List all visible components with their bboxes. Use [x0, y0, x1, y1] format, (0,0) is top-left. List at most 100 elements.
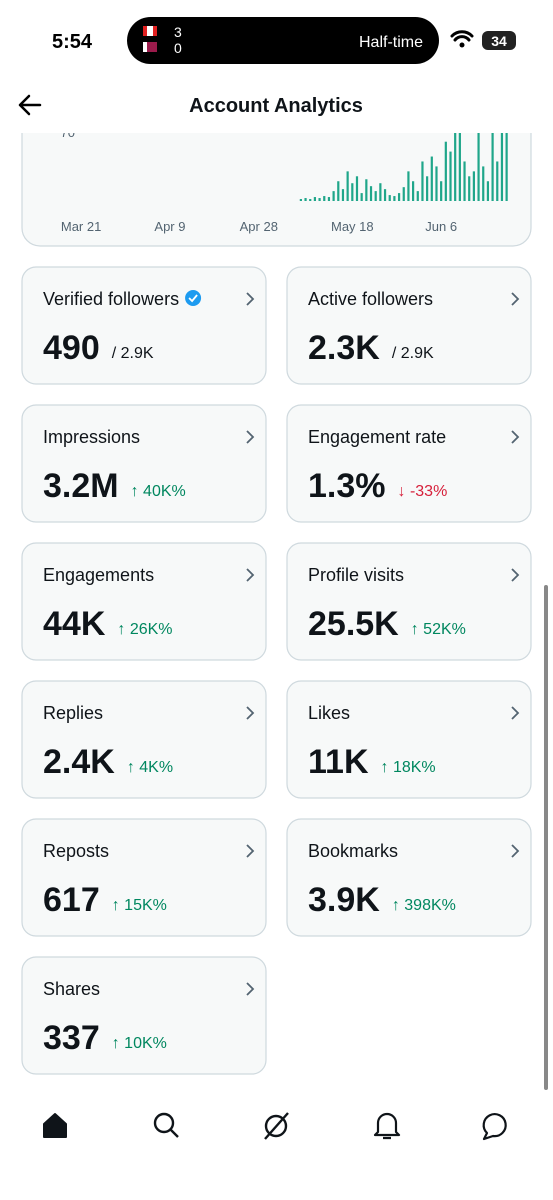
score-top: 3 — [174, 24, 182, 40]
live-activity — [127, 17, 439, 64]
bar — [393, 196, 396, 201]
metric-label: Bookmarks — [308, 841, 398, 861]
x-tick-label: Jun 6 — [425, 219, 457, 234]
chevron — [511, 292, 520, 306]
chevron — [246, 568, 255, 582]
bar — [449, 151, 452, 201]
back-button[interactable] — [18, 94, 42, 116]
bar — [402, 187, 405, 201]
score-bottom: 0 — [174, 40, 182, 56]
metric-value: 490 — [43, 329, 100, 367]
bar — [360, 193, 363, 201]
bar — [421, 161, 424, 201]
chevron — [246, 844, 255, 858]
metric-card[interactable] — [286, 818, 532, 937]
nav-search-handle — [170, 1129, 179, 1138]
nav-notifications[interactable] — [373, 1112, 401, 1140]
bar — [444, 141, 447, 201]
metric-label: Shares — [43, 979, 100, 999]
bar — [379, 183, 382, 201]
metric-value: 337 — [43, 1019, 100, 1057]
x-tick-label: Apr 28 — [240, 219, 278, 234]
metric-change: ↑ 18K% — [381, 759, 436, 776]
bar — [369, 186, 373, 201]
bar — [500, 133, 504, 201]
metric-card[interactable] — [21, 818, 267, 937]
chevron — [246, 292, 255, 306]
bar — [388, 195, 391, 201]
flag-bottom-left — [143, 42, 147, 52]
bar — [374, 191, 377, 201]
metric-value: 3.2M — [43, 467, 119, 505]
nav-search[interactable] — [153, 1112, 175, 1134]
wifi-icon — [450, 30, 474, 42]
nav-grok-slash — [264, 1112, 289, 1140]
metric-card[interactable] — [21, 956, 267, 1075]
y-tick-label: 70 — [61, 125, 75, 140]
bar — [482, 166, 485, 201]
nav-home[interactable] — [43, 1113, 67, 1138]
bar — [346, 171, 349, 201]
bar — [468, 176, 471, 201]
bar — [341, 189, 345, 201]
metric-change: ↑ 40K% — [131, 483, 186, 500]
metric-change: ↑ 26K% — [117, 621, 172, 638]
bar — [351, 183, 354, 201]
metric-change: ↑ 15K% — [112, 897, 167, 914]
bar — [491, 133, 494, 201]
nav-messages[interactable] — [482, 1113, 507, 1141]
x-tick-label: Apr 9 — [154, 219, 185, 234]
x-tick-label: Mar 21 — [61, 219, 101, 234]
card-grid: Verified followers 490 / 2.9K Active follow… — [21, 266, 532, 1075]
metric-value: 11K — [308, 743, 369, 781]
bar — [337, 181, 340, 201]
metric-card[interactable] — [286, 404, 532, 523]
bar — [472, 171, 475, 201]
bar — [383, 189, 387, 201]
metric-change: / 2.9K — [392, 345, 434, 362]
bar — [299, 199, 302, 201]
bar — [430, 156, 433, 201]
x-tick-label: May 18 — [331, 219, 374, 234]
metric-value: 617 — [43, 881, 100, 919]
metric-label: Active followers — [308, 289, 433, 309]
bar — [426, 176, 429, 201]
chevron — [511, 568, 520, 582]
bar — [365, 179, 368, 201]
metric-card[interactable] — [21, 680, 267, 799]
metric-change: ↑ 4K% — [127, 759, 173, 776]
bar — [416, 191, 419, 201]
bar — [332, 191, 335, 201]
bar — [505, 133, 508, 201]
metric-card[interactable] — [21, 542, 267, 661]
chevron — [511, 706, 520, 720]
metric-label: Profile visits — [308, 565, 404, 585]
metric-change: / 2.9K — [112, 345, 154, 362]
metric-label: Impressions — [43, 427, 140, 447]
bar — [463, 161, 466, 201]
chevron — [246, 706, 255, 720]
metric-change: ↑ 398K% — [392, 897, 456, 914]
scrollbar — [544, 585, 548, 1090]
bar — [309, 199, 312, 201]
bar — [458, 133, 461, 201]
bar — [412, 181, 415, 201]
metric-card[interactable] — [21, 404, 267, 523]
metric-label: Likes — [308, 703, 350, 723]
metric-card[interactable] — [286, 542, 532, 661]
metric-label: Engagement rate — [308, 427, 446, 447]
metric-card[interactable] — [286, 266, 532, 385]
bar — [454, 133, 457, 201]
metric-value: 44K — [43, 605, 106, 643]
metric-label: Reposts — [43, 841, 109, 861]
metric-label: Verified followers — [43, 289, 179, 309]
bar — [440, 181, 443, 201]
metric-card[interactable] — [21, 266, 267, 385]
metric-value: 1.3% — [308, 467, 386, 505]
nav-grok[interactable] — [264, 1114, 288, 1138]
bar — [327, 197, 331, 201]
wifi-dot — [459, 42, 465, 48]
metric-card[interactable] — [286, 680, 532, 799]
chevron — [246, 430, 255, 444]
